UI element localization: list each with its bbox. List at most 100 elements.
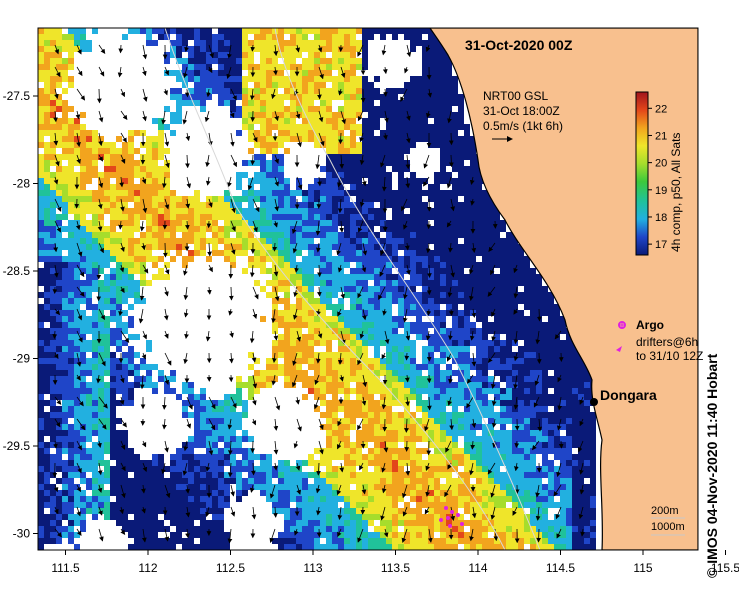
sst-pixel [62, 388, 68, 394]
sst-pixel [158, 484, 164, 490]
sst-pixel [350, 376, 356, 382]
sst-pixel [266, 70, 272, 76]
sst-pixel [62, 208, 68, 214]
sst-pixel [50, 352, 56, 358]
sst-pixel [230, 40, 236, 46]
sst-pixel [356, 340, 362, 346]
sst-pixel [308, 286, 314, 292]
sst-pixel [80, 154, 86, 160]
sst-pixel [428, 34, 434, 40]
sst-pixel [308, 334, 314, 340]
sst-pixel [374, 274, 380, 280]
sst-pixel [332, 412, 338, 418]
sst-pixel [476, 352, 482, 358]
sst-pixel [542, 400, 548, 406]
sst-pixel [62, 448, 68, 454]
sst-pixel [224, 58, 230, 64]
sst-pixel [362, 346, 368, 352]
sst-pixel [428, 478, 434, 484]
sst-pixel [326, 70, 332, 76]
sst-pixel [374, 478, 380, 484]
sst-pixel [140, 298, 146, 304]
sst-pixel [362, 154, 368, 160]
sst-pixel [392, 232, 398, 238]
sst-pixel [380, 172, 386, 178]
sst-pixel [386, 184, 392, 190]
sst-pixel [518, 382, 524, 388]
sst-pixel [446, 472, 452, 478]
sst-pixel [302, 82, 308, 88]
sst-pixel [104, 502, 110, 508]
sst-pixel [434, 334, 440, 340]
sst-pixel [392, 226, 398, 232]
sst-pixel [572, 394, 578, 400]
sst-pixel [368, 226, 374, 232]
sst-pixel [260, 370, 266, 376]
sst-pixel [284, 376, 290, 382]
sst-pixel [386, 418, 392, 424]
sst-pixel [452, 256, 458, 262]
sst-pixel [254, 88, 260, 94]
sst-pixel [380, 274, 386, 280]
sst-pixel [350, 304, 356, 310]
sst-pixel [482, 460, 488, 466]
sst-pixel [410, 442, 416, 448]
sst-pixel [110, 148, 116, 154]
sst-pixel [332, 58, 338, 64]
sst-pixel [260, 466, 266, 472]
sst-pixel [458, 364, 464, 370]
sst-pixel [164, 34, 170, 40]
sst-pixel [578, 502, 584, 508]
sst-pixel [200, 82, 206, 88]
sst-pixel [446, 496, 452, 502]
sst-pixel [344, 364, 350, 370]
sst-pixel [350, 334, 356, 340]
sst-pixel [104, 178, 110, 184]
sst-pixel [560, 406, 566, 412]
sst-pixel [158, 196, 164, 202]
sst-pixel [500, 454, 506, 460]
sst-pixel [92, 238, 98, 244]
sst-pixel [536, 472, 542, 478]
sst-pixel [344, 442, 350, 448]
sst-pixel [68, 328, 74, 334]
sst-pixel [326, 148, 332, 154]
sst-pixel [230, 220, 236, 226]
sst-pixel [44, 466, 50, 472]
sst-pixel [278, 508, 284, 514]
sst-pixel [296, 64, 302, 70]
sst-pixel [314, 280, 320, 286]
sst-pixel [278, 76, 284, 82]
sst-pixel [266, 454, 272, 460]
sst-pixel [236, 400, 242, 406]
sst-pixel [236, 34, 242, 40]
sst-pixel [164, 166, 170, 172]
sst-pixel [374, 298, 380, 304]
sst-pixel [428, 382, 434, 388]
sst-pixel [98, 364, 104, 370]
sst-pixel [104, 142, 110, 148]
sst-pixel [500, 370, 506, 376]
sst-pixel [296, 262, 302, 268]
sst-pixel [374, 358, 380, 364]
sst-pixel [458, 226, 464, 232]
sst-pixel [290, 322, 296, 328]
sst-pixel [290, 238, 296, 244]
sst-pixel [92, 442, 98, 448]
sst-pixel [254, 280, 260, 286]
sst-pixel [38, 112, 44, 118]
sst-pixel [320, 304, 326, 310]
sst-pixel [308, 112, 314, 118]
sst-pixel [374, 424, 380, 430]
sst-pixel [362, 364, 368, 370]
sst-pixel [284, 496, 290, 502]
sst-pixel [284, 490, 290, 496]
sst-pixel [416, 322, 422, 328]
sst-pixel [392, 130, 398, 136]
sst-pixel [332, 484, 338, 490]
sst-pixel [314, 124, 320, 130]
sst-pixel [428, 190, 434, 196]
sst-pixel [578, 364, 584, 370]
sst-pixel [230, 64, 236, 70]
sst-pixel [344, 310, 350, 316]
